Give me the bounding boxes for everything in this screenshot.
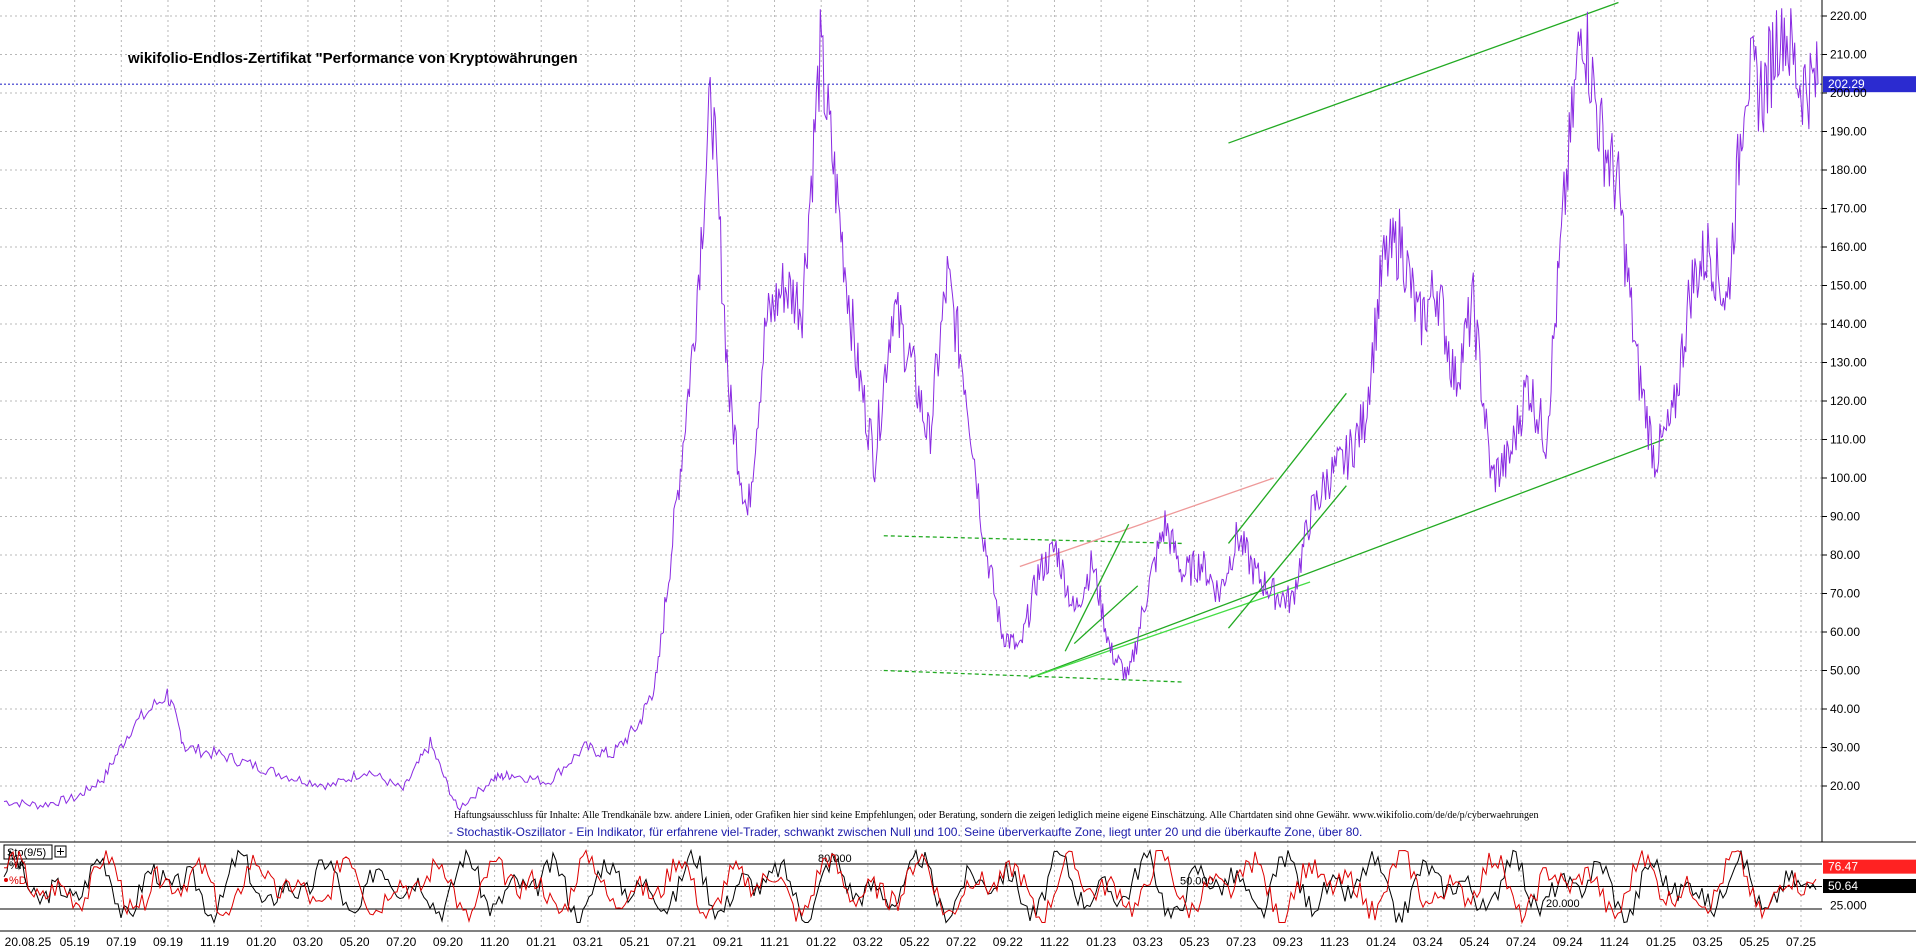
x-tick-label: 07.25 — [1786, 935, 1816, 948]
x-tick-label: 05.22 — [899, 935, 929, 948]
trendline — [1019, 477, 1275, 568]
y-tick-label: 20.00 — [1830, 779, 1860, 793]
x-tick-label: 07.24 — [1506, 935, 1536, 948]
x-tick-label: 01.21 — [526, 935, 556, 948]
x-tick-label: 09.21 — [713, 935, 743, 948]
plus-square-icon[interactable] — [54, 845, 67, 858]
trendline — [1073, 585, 1139, 645]
y-tick-label: 170.00 — [1830, 202, 1867, 216]
indicator-description: - Stochastik-Oszillator - Ein Indikator,… — [449, 825, 1362, 839]
y-tick-label: 190.00 — [1830, 125, 1867, 139]
trendline — [1228, 1, 1619, 144]
x-tick-label: 03.21 — [573, 935, 603, 948]
x-tick-label: 09.22 — [993, 935, 1023, 948]
x-tick-label: 01.20 — [246, 935, 276, 948]
x-tick-label: 09.20 — [433, 935, 463, 948]
oscillator-series — [3, 848, 1817, 925]
y-tick-label: 50.00 — [1830, 664, 1860, 678]
y-tick-label: 150.00 — [1830, 279, 1867, 293]
x-tick-label: 07.22 — [946, 935, 976, 948]
x-tick-label: 09.19 — [153, 935, 183, 948]
oscillator-line — [3, 848, 1817, 925]
x-tick-label: 05.19 — [60, 935, 90, 948]
x-tick-label: 11.20 — [480, 935, 509, 948]
y-tick-label: 90.00 — [1830, 510, 1860, 524]
x-tick-label: 11.21 — [760, 935, 789, 948]
level-label: 20.000 — [1546, 898, 1580, 910]
x-tick-label: 11.19 — [200, 935, 229, 948]
y-tick-label: 200.00 — [1830, 86, 1867, 100]
last-value-badge — [1823, 76, 1916, 93]
x-tick-label: 07.19 — [106, 935, 136, 948]
indicator-tab-label: Sto(9/5) — [7, 847, 46, 859]
price-line — [3, 8, 1819, 811]
x-tick-label: 01.24 — [1366, 935, 1396, 948]
y-tick-label: 220.00 — [1830, 9, 1867, 23]
y-tick-label: 100.00 — [1830, 471, 1867, 485]
y-tick-label: 120.00 — [1830, 394, 1867, 408]
trendline — [883, 535, 1184, 545]
x-tick-label: 03.23 — [1133, 935, 1163, 948]
dot-icon — [4, 878, 8, 882]
x-tick-label: 11.24 — [1600, 935, 1629, 948]
y-tick-label: 60.00 — [1830, 625, 1860, 639]
y-tick-label: 70.00 — [1830, 587, 1860, 601]
x-tick-label: 07.21 — [666, 935, 696, 948]
x-tick-label: 01.25 — [1646, 935, 1676, 948]
x-tick-label: 05.21 — [620, 935, 650, 948]
x-tick-label: 07.20 — [386, 935, 416, 948]
x-tick-label: 03.25 — [1693, 935, 1723, 948]
oscillator-line — [3, 849, 1817, 925]
level-label: 80.000 — [818, 853, 852, 865]
x-tick-label: 03.22 — [853, 935, 883, 948]
x-tick-label: 09.24 — [1553, 935, 1583, 948]
price-series — [3, 8, 1819, 811]
x-tick-label: 05.25 — [1739, 935, 1769, 948]
osc-value-label: 76.47 — [1828, 860, 1858, 874]
x-tick-label: 01.22 — [806, 935, 836, 948]
trendline — [883, 669, 1184, 683]
x-tick-label: 11.23 — [1320, 935, 1349, 948]
y-tick-label: 180.00 — [1830, 163, 1867, 177]
y-axis-ticks: 20.00 30.00 40.00 50.00 60.00 70.00 80.00 90.00… — [1821, 0, 1867, 842]
last-price-line: 202.29 — [0, 76, 1916, 93]
osc-y-tick-label: 25.000 — [1830, 898, 1867, 912]
y-tick-label: 160.00 — [1830, 240, 1867, 254]
x-tick-label: 01.23 — [1086, 935, 1116, 948]
trendline — [1028, 581, 1311, 679]
chart-title: wikifolio-Endlos-Zertifikat "Performance… — [127, 50, 578, 67]
y-tick-label: 80.00 — [1830, 548, 1860, 562]
osc-value-badge — [1823, 859, 1916, 874]
last-value-label: 202.29 — [1828, 77, 1865, 91]
x-tick-label: 03.24 — [1413, 935, 1443, 948]
oscillator-badges: 50.64 76.47 — [1823, 859, 1916, 894]
y-tick-label: 110.00 — [1830, 433, 1866, 447]
trendlines — [883, 1, 1665, 683]
y-tick-label: 30.00 — [1830, 741, 1860, 755]
disclaimer-annotation: Haftungsausschluss für Inhalte: Alle Tre… — [454, 810, 1539, 821]
osc-value-badge — [1823, 879, 1916, 894]
y-tick-label: 210.00 — [1830, 48, 1867, 62]
osc-value-label: 50.64 — [1828, 879, 1858, 893]
y-tick-label: 130.00 — [1830, 356, 1867, 370]
x-tick-label: 11.22 — [1040, 935, 1069, 948]
x-tick-label: 05.23 — [1179, 935, 1209, 948]
x-axis-ticks: 20.08.25 05.19 07.19 09.19 11.19 01.20 03.20 05… — [0, 930, 1916, 948]
x-tick-label: 09.23 — [1273, 935, 1303, 948]
trendline — [1227, 485, 1347, 629]
y-tick-label: 40.00 — [1830, 702, 1860, 716]
x-tick-label: 05.20 — [340, 935, 370, 948]
x-tick-label: 03.20 — [293, 935, 323, 948]
x-tick-label: 07.23 — [1226, 935, 1256, 948]
trendline — [1227, 392, 1347, 544]
x-tick-label: 20.08.25 — [5, 935, 52, 948]
x-tick-label: 05.24 — [1459, 935, 1489, 948]
trendline — [1028, 438, 1665, 679]
y-tick-label: 140.00 — [1830, 317, 1867, 331]
d-series-label: %D — [9, 875, 27, 887]
